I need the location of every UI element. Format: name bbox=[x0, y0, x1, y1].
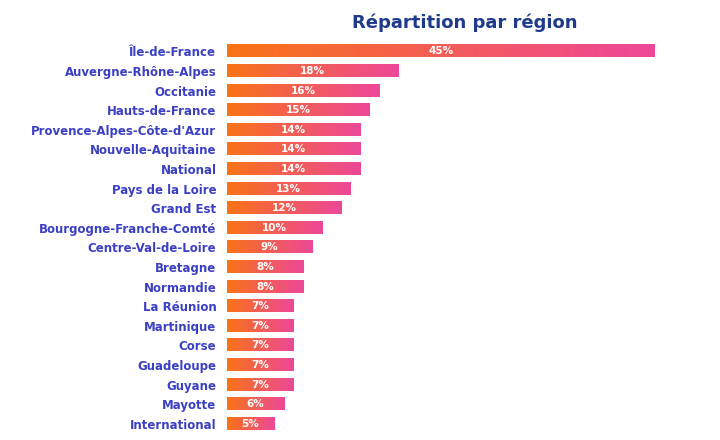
Text: 16%: 16% bbox=[290, 85, 315, 95]
Text: 7%: 7% bbox=[251, 341, 269, 350]
Text: 7%: 7% bbox=[251, 380, 269, 390]
Text: 45%: 45% bbox=[428, 46, 453, 56]
Text: 12%: 12% bbox=[271, 203, 297, 213]
Title: Répartition par région: Répartition par région bbox=[351, 14, 577, 33]
Text: 8%: 8% bbox=[256, 262, 274, 272]
Text: 9%: 9% bbox=[261, 242, 279, 253]
Text: 14%: 14% bbox=[281, 125, 306, 135]
Text: 8%: 8% bbox=[256, 282, 274, 292]
Text: 5%: 5% bbox=[242, 419, 259, 429]
Text: 6%: 6% bbox=[246, 399, 264, 409]
Text: 14%: 14% bbox=[281, 164, 306, 174]
Text: 7%: 7% bbox=[251, 360, 269, 370]
Text: 7%: 7% bbox=[251, 301, 269, 311]
Text: 15%: 15% bbox=[286, 105, 310, 115]
Text: 7%: 7% bbox=[251, 321, 269, 331]
Text: 13%: 13% bbox=[276, 183, 301, 194]
Text: 14%: 14% bbox=[281, 144, 306, 154]
Text: 18%: 18% bbox=[300, 66, 325, 76]
Text: 10%: 10% bbox=[262, 223, 287, 233]
